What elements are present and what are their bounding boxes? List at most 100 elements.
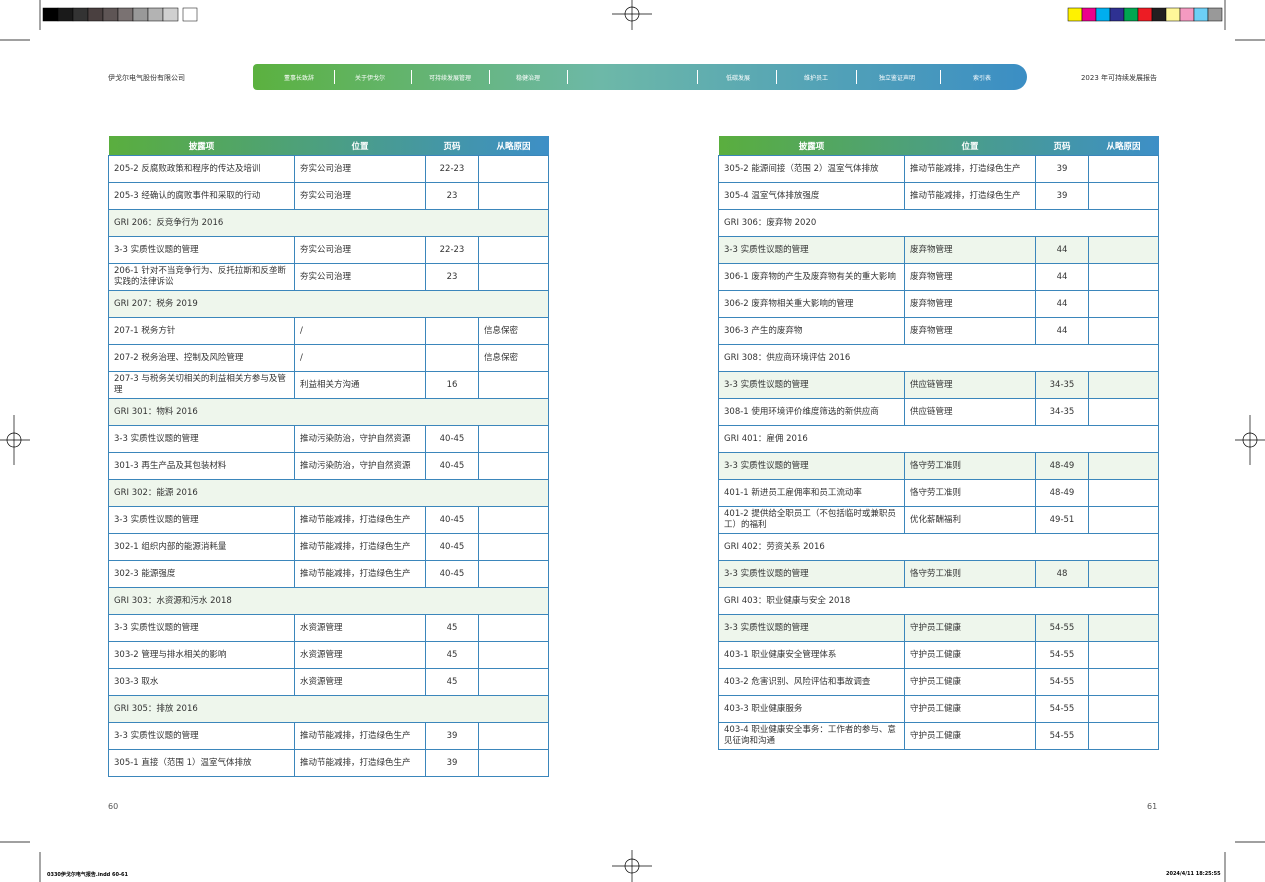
cell-pages: 44 [1035, 317, 1089, 345]
cell-pages: 16 [425, 371, 479, 399]
nav-divider [411, 70, 412, 84]
nav-bar: 董事长致辞 关于伊戈尔 可持续发展管理 稳健治理 低碳发展 维护员工 独立鉴证声明 索引表 [253, 64, 1027, 90]
column-header: 页码 [443, 141, 461, 152]
cell-item: 3-3 实质性议题的管理 [108, 614, 295, 642]
cell-position: 供应链管理 [904, 371, 1036, 399]
cell-position: 供应链管理 [904, 398, 1036, 426]
cell-pages: 39 [1035, 155, 1089, 183]
cell-reason [478, 506, 549, 534]
cell-reason [1088, 290, 1159, 318]
cell-reason [478, 263, 549, 291]
data-row: 3-3 实质性议题的管理 供应链管理 34-35 [718, 371, 1159, 399]
cell-position: 守护员工健康 [904, 722, 1036, 750]
section-title: GRI 402：劳资关系 2016 [718, 533, 1159, 561]
cell-item: 403-2 危害识别、风险评估和事故调查 [718, 668, 905, 696]
footer-timestamp: 2024/4/11 18:25:55 [1166, 871, 1221, 877]
cell-item: 302-3 能源强度 [108, 560, 295, 588]
cell-reason [478, 452, 549, 480]
table-body: 205-2 反腐败政策和程序的传达及培训 夯实公司治理 22-23 205-3 经确认… [108, 155, 549, 777]
cell-position: 推动污染防治，守护自然资源 [294, 425, 426, 453]
data-row: 207-1 税务方针 / 信息保密 [108, 317, 549, 345]
column-header: 位置 [351, 141, 369, 152]
nav-divider [856, 70, 857, 84]
section-title: GRI 207：税务 2019 [108, 290, 549, 318]
cell-reason [1088, 155, 1159, 183]
page-number: 61 [1147, 802, 1158, 811]
cell-pages: 45 [425, 668, 479, 696]
section-title: GRI 206：反竞争行为 2016 [108, 209, 549, 237]
cell-position: 守护员工健康 [904, 614, 1036, 642]
cell-item: 3-3 实质性议题的管理 [718, 371, 905, 399]
cell-reason [478, 749, 549, 777]
cell-item: 305-1 直接（范围 1）温室气体排放 [108, 749, 295, 777]
cell-position: 废弃物管理 [904, 236, 1036, 264]
section-title: GRI 303：水资源和污水 2018 [108, 587, 549, 615]
cell-item: 3-3 实质性议题的管理 [718, 236, 905, 264]
data-row: 207-2 税务治理、控制及风险管理 / 信息保密 [108, 344, 549, 372]
cell-pages: 40-45 [425, 506, 479, 534]
cell-reason [1088, 506, 1159, 534]
data-row: 403-1 职业健康安全管理体系 守护员工健康 54-55 [718, 641, 1159, 669]
cell-pages: 48-49 [1035, 452, 1089, 480]
cell-pages: 40-45 [425, 560, 479, 588]
cell-position: 恪守劳工准则 [904, 479, 1036, 507]
section-row: GRI 301：物料 2016 [108, 398, 549, 426]
nav-item: 董事长致辞 [283, 75, 315, 82]
cell-pages: 44 [1035, 236, 1089, 264]
cell-position: 恪守劳工准则 [904, 452, 1036, 480]
cell-pages: 23 [425, 263, 479, 291]
cell-position: 推动节能减排，打造绿色生产 [904, 155, 1036, 183]
cell-pages: 22-23 [425, 236, 479, 264]
company-name: 伊戈尔电气股份有限公司 [108, 74, 185, 82]
section-title: GRI 308：供应商环境评估 2016 [718, 344, 1159, 372]
cell-position: 夯实公司治理 [294, 182, 426, 210]
column-header: 位置 [961, 141, 979, 152]
cell-reason [1088, 668, 1159, 696]
cell-pages: 23 [425, 182, 479, 210]
cell-item: 306-1 废弃物的产生及废弃物有关的重大影响 [718, 263, 905, 291]
cell-pages [425, 344, 479, 372]
data-row: 401-2 提供给全职员工（不包括临时或兼职员工）的福利 优化薪酬福利 49-51 [718, 506, 1159, 534]
nav-item: 维护员工 [803, 75, 829, 82]
cell-item: 305-4 温室气体排放强度 [718, 182, 905, 210]
cell-position: 推动节能减排，打造绿色生产 [904, 182, 1036, 210]
cell-reason [1088, 695, 1159, 723]
nav-item: 稳健治理 [515, 75, 541, 82]
cell-item: 403-3 职业健康服务 [718, 695, 905, 723]
cell-pages: 48-49 [1035, 479, 1089, 507]
data-row: 3-3 实质性议题的管理 推动节能减排，打造绿色生产 40-45 [108, 506, 549, 534]
nav-divider [776, 70, 777, 84]
data-row: 3-3 实质性议题的管理 废弃物管理 44 [718, 236, 1159, 264]
data-row: 306-3 产生的废弃物 废弃物管理 44 [718, 317, 1159, 345]
cell-position: 水资源管理 [294, 668, 426, 696]
cell-position: 利益相关方沟通 [294, 371, 426, 399]
cell-item: 205-3 经确认的腐败事件和采取的行动 [108, 182, 295, 210]
data-row: 306-2 废弃物相关重大影响的管理 废弃物管理 44 [718, 290, 1159, 318]
cell-reason [478, 722, 549, 750]
cell-item: 3-3 实质性议题的管理 [718, 452, 905, 480]
nav-divider [697, 70, 698, 84]
cell-item: 401-2 提供给全职员工（不包括临时或兼职员工）的福利 [718, 506, 905, 534]
cell-reason [478, 614, 549, 642]
header-row: 披露项 位置 页码 从略原因 [108, 136, 549, 156]
cell-reason [1088, 560, 1159, 588]
table-head: 披露项 位置 页码 从略原因 [108, 136, 549, 156]
section-row: GRI 403：职业健康与安全 2018 [718, 587, 1159, 615]
cell-pages: 54-55 [1035, 614, 1089, 642]
cell-reason [478, 641, 549, 669]
cell-reason [1088, 722, 1159, 750]
data-row: 3-3 实质性议题的管理 恪守劳工准则 48 [718, 560, 1159, 588]
cell-position: 推动节能减排，打造绿色生产 [294, 533, 426, 561]
cell-position: 夯实公司治理 [294, 155, 426, 183]
cell-item: 306-2 废弃物相关重大影响的管理 [718, 290, 905, 318]
cell-reason [478, 560, 549, 588]
data-row: 301-3 再生产品及其包装材料 推动污染防治，守护自然资源 40-45 [108, 452, 549, 480]
data-row: 3-3 实质性议题的管理 夯实公司治理 22-23 [108, 236, 549, 264]
column-header: 从略原因 [496, 141, 531, 152]
section-row: GRI 306：废弃物 2020 [718, 209, 1159, 237]
cell-position: 守护员工健康 [904, 641, 1036, 669]
cell-position: 守护员工健康 [904, 668, 1036, 696]
cell-item: 207-1 税务方针 [108, 317, 295, 345]
section-title: GRI 305：排放 2016 [108, 695, 549, 723]
